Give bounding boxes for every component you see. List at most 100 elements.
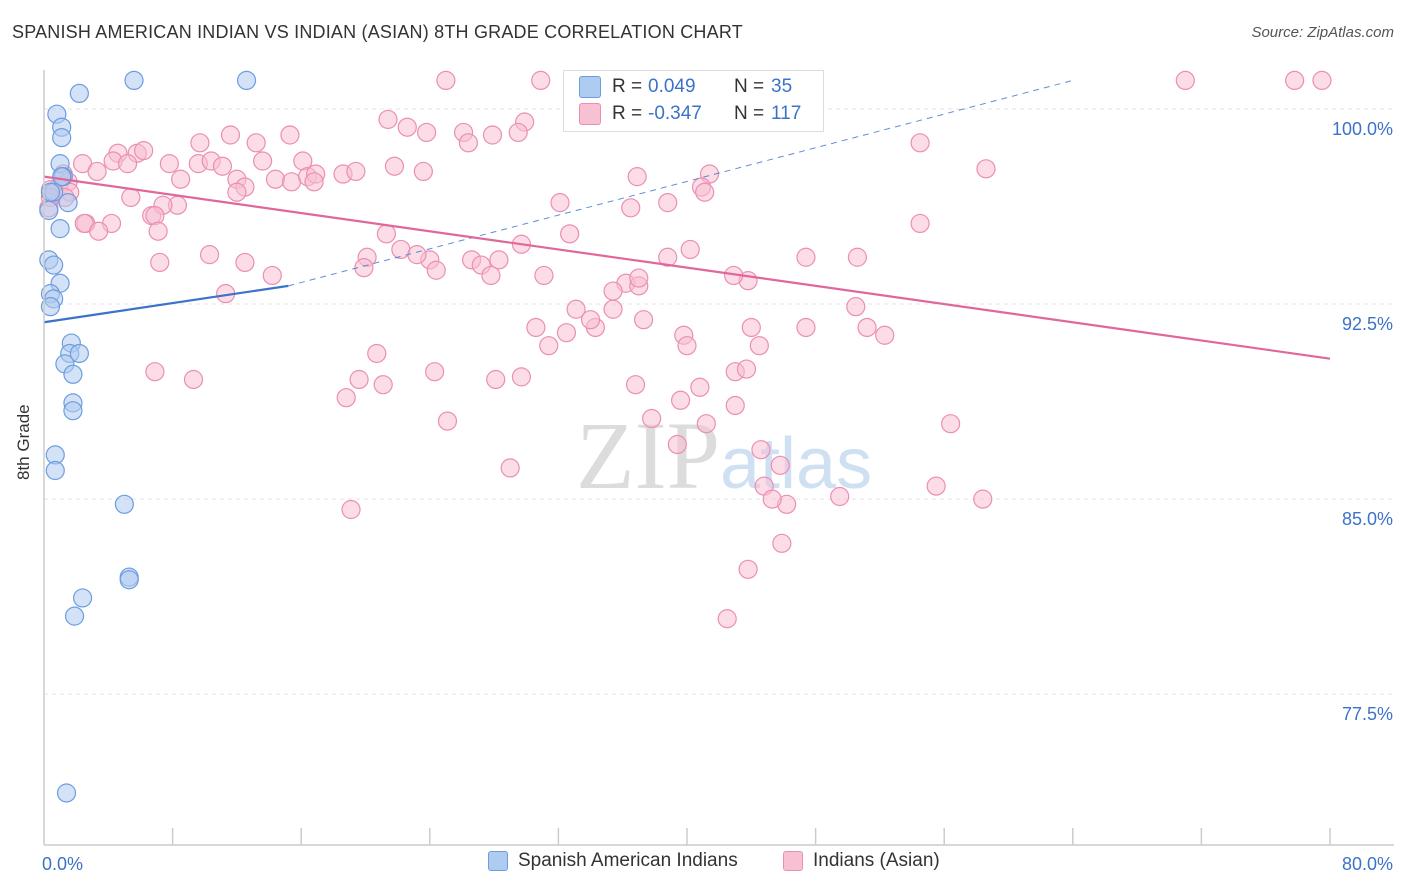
point-indians-asian [89,221,109,241]
stats-row-spanish-american-indians: R = 0.049 N = 35 [564,74,823,100]
point-indians-asian [910,133,930,153]
point-indians-asian [511,367,532,387]
point-indians-asian [627,167,647,187]
point-indians-asian [625,375,646,395]
point-indians-asian [751,440,771,460]
legend-item-indians-asian[interactable]: Indians (Asian) [783,850,940,872]
legend-label: Indians (Asian) [813,850,940,871]
blue-swatch [488,851,508,871]
point-spanish-american-indians [40,297,61,317]
point-indians-asian [741,317,761,338]
r-value: 0.049 [648,76,696,97]
point-spanish-american-indians [39,200,59,221]
point-indians-asian [212,156,233,176]
point-indians-asian [560,224,580,244]
point-indians-asian [725,395,745,416]
r-label: R = [612,76,643,97]
point-indians-asian [658,193,678,213]
point-indians-asian [526,317,546,338]
point-indians-asian [220,125,241,145]
point-indians-asian [762,489,782,509]
point-indians-asian [556,323,577,343]
point-indians-asian [150,252,170,273]
point-indians-asian [796,317,816,338]
point-indians-asian [738,559,758,579]
point-indians-asian [426,260,446,280]
point-indians-asian [227,182,247,202]
point-spanish-american-indians [58,193,78,213]
point-indians-asian [145,362,165,382]
point-indians-asian [407,245,427,265]
point-indians-asian [677,336,697,356]
point-indians-asian [87,161,107,182]
point-indians-asian [336,388,356,408]
point-indians-asian [425,362,445,382]
point-indians-asian [367,343,387,364]
point-indians-asian [1285,70,1305,91]
point-indians-asian [910,213,930,234]
point-indians-asian [346,161,366,182]
point-indians-asian [265,169,286,189]
n-value: 35 [771,76,793,97]
legend-item-spanish-american-indians[interactable]: Spanish American Indians [488,850,738,872]
chart-title: SPANISH AMERICAN INDIAN VS INDIAN (ASIAN… [12,22,743,42]
point-spanish-american-indians [45,460,65,481]
y-tick-label: 100.0% [1332,119,1393,139]
point-indians-asian [341,499,361,520]
n-label: N = [734,103,765,124]
point-indians-asian [482,125,503,145]
point-indians-asian [117,154,138,174]
point-indians-asian [667,434,687,455]
point-indians-asian [941,414,961,434]
x-tick-label: 0.0% [42,854,83,874]
point-indians-asian [199,245,220,265]
point-indians-asian [717,609,737,629]
point-indians-asian [190,133,210,153]
n-value: 117 [771,103,802,124]
point-indians-asian [875,325,895,345]
point-indians-asian [1175,70,1195,91]
point-indians-asian [262,265,282,286]
watermark-atlas: atlas [720,424,872,504]
point-indians-asian [973,489,993,509]
point-indians-asian [376,224,396,244]
point-indians-asian [148,221,168,241]
point-indians-asian [378,109,398,130]
point-indians-asian [489,250,509,270]
point-indians-asian [642,408,662,429]
point-indians-asian [281,172,302,192]
trend-line-blue-dashed [288,79,1073,287]
r-label: R = [612,103,643,124]
point-spanish-american-indians [63,401,83,421]
point-spanish-american-indians [69,83,89,104]
point-indians-asian [531,70,551,91]
point-indians-asian [391,239,411,260]
stats-row-indians-asian: R = -0.347 N = 117 [564,101,823,127]
point-indians-asian [926,476,946,496]
point-indians-asian [384,156,405,176]
point-spanish-american-indians [72,588,93,608]
point-spanish-american-indians [50,219,70,239]
point-indians-asian [354,258,374,278]
point-spanish-american-indians [124,70,144,91]
point-indians-asian [696,414,716,434]
x-tick-label: 80.0% [1342,854,1393,874]
point-indians-asian [1312,70,1332,91]
point-indians-asian [145,206,165,226]
axis-layer: 100.0% 92.5% 85.0% 77.5% 0.0% 80.0% [42,70,1394,874]
point-spanish-american-indians [52,167,72,187]
point-indians-asian [857,317,877,338]
point-indians-asian [690,377,710,397]
point-indians-asian [621,198,641,218]
blue-swatch [579,76,601,98]
point-spanish-american-indians [114,494,134,514]
point-indians-asian [633,310,654,330]
source-label: Source: ZipAtlas.com [1251,24,1394,41]
point-indians-asian [500,458,520,478]
point-indians-asian [413,161,433,182]
point-indians-asian [736,359,757,379]
point-indians-asian [658,247,678,267]
point-indians-asian [280,125,300,145]
y-tick-label: 92.5% [1342,314,1393,334]
